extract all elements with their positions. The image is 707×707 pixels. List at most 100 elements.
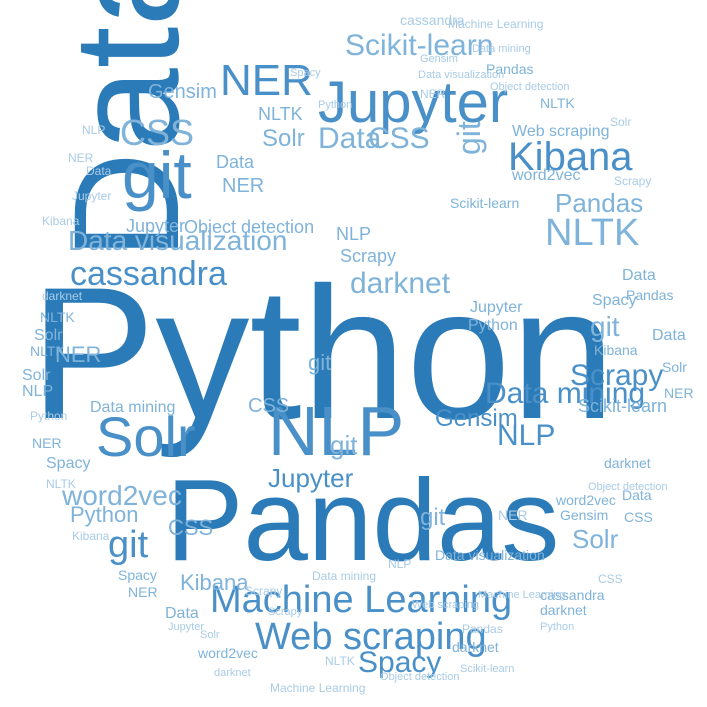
word-word2vec-bottom: word2vec (197, 645, 258, 661)
word-css-mid: CSS (368, 122, 430, 155)
word-spacy: Spacy (358, 646, 441, 679)
word-git-right: git (451, 121, 487, 155)
word-nlp-small: NLP (336, 224, 371, 244)
word-scrapy-right: Scrapy (614, 174, 651, 188)
word-spacy-top: Spacy (290, 67, 321, 79)
word-scikit-mid: Scikit-learn (450, 195, 519, 211)
word-python-top2: Python (318, 99, 352, 111)
word-web-scraping-bottom: Web scraping (412, 599, 479, 611)
word-kibana-left: Kibana (42, 214, 80, 228)
word-object-detection-top: Object detection (490, 81, 570, 93)
word-word2vec-mid: word2vec (511, 167, 580, 184)
word-scrapy-bottom: Scrapy (245, 584, 282, 598)
word-object-detection-right: Object detection (588, 481, 668, 493)
word-pandas-right: Pandas (626, 287, 673, 303)
word-web-scraping-mid: Web scraping (512, 123, 610, 140)
word-nltk-bottom: NLTK (325, 654, 355, 668)
word-kibana-right: Kibana (594, 342, 638, 358)
word-data-mining-top: Data mining (472, 43, 531, 55)
word-git: git (122, 138, 192, 212)
word-css-left: CSS (248, 395, 289, 417)
word-nltk-top: NLTK (258, 104, 303, 124)
word-jupyter-small: Jupyter (126, 216, 185, 236)
word-ner-left: NER (55, 342, 101, 367)
word-jupyter-bottom: Jupyter (168, 621, 204, 633)
word-git-mid: git (108, 524, 149, 566)
word-ner-left2: NER (32, 435, 62, 451)
word-cassandra: cassandra (70, 255, 227, 293)
word-data-visualization-top: Data visualization (418, 69, 504, 81)
word-ner-top2: NER (420, 87, 446, 101)
word-python-right-low: Python (540, 621, 574, 633)
word-python-left: Python (30, 409, 67, 423)
word-pandas-top: Pandas (486, 61, 533, 77)
word-pandas-bottom: Pandas (462, 622, 503, 636)
word-data-left-top: Data (86, 164, 112, 178)
word-git-center: git (308, 350, 331, 375)
word-data-large: Data (42, 0, 210, 260)
word-jupyter-left-top: Jupyter (72, 189, 111, 203)
word-ner-bottom-left: NER (128, 584, 158, 600)
word-css-bottom: CSS (168, 515, 213, 540)
word-web-scraping-large: Web scraping (255, 616, 487, 658)
word-object-detection: Object detection (184, 217, 314, 237)
word-scikit-bottom: Scikit-learn (460, 663, 514, 675)
word-scrapy-bottom2: Scrapy (268, 606, 303, 618)
word-jupyter-large: Jupyter (318, 70, 508, 135)
word-gensim-lower: Gensim (560, 507, 608, 523)
word-darknet: darknet (350, 267, 451, 300)
word-kibana-left2: Kibana (72, 529, 110, 543)
word-darknet-lower: darknet (540, 602, 587, 618)
word-nltk-left: NLTK (40, 309, 75, 325)
word-python-lower: Python (468, 317, 518, 334)
word-spacy-right: Spacy (592, 292, 636, 309)
word-pandas-mid: Pandas (555, 188, 643, 218)
word-python-mid: Python (70, 502, 139, 527)
word-solr-right-mid: Solr (662, 359, 687, 375)
word-css-right: CSS (624, 509, 653, 525)
word-darknet-left: darknet (42, 289, 83, 303)
word-data-small: Data (216, 152, 255, 172)
word-cassandra-top: cassandra (400, 12, 465, 28)
word-css-right-low: CSS (598, 572, 623, 586)
word-solr-left2: Solr (22, 367, 51, 384)
word-kibana: Kibana (508, 135, 633, 179)
word-nlp-left-top: NLP (82, 123, 105, 137)
word-nltk-right-top: NLTK (540, 95, 575, 111)
word-darknet-right: darknet (604, 455, 651, 471)
word-jupyter-mid: Jupyter (268, 463, 354, 493)
word-data-visualization: Data visualization (68, 225, 287, 256)
word-data-mining-bottom: Data mining (312, 569, 376, 583)
word-nlp-large: NLP (268, 392, 404, 470)
word-data-visualization-bottom: Data visualization (435, 547, 545, 563)
word-machine-learning-large: Machine Learning (210, 579, 512, 621)
word-python-large: Python (30, 248, 615, 458)
word-nlp-bottom: NLP (388, 557, 411, 571)
word-darknet-bottom: darknet (452, 639, 499, 655)
word-spacy-left: Spacy (46, 455, 90, 472)
word-data-mid: Data (318, 122, 382, 155)
word-data-right: Data (622, 267, 656, 284)
word-scikit-right: Scikit-learn (578, 396, 667, 416)
word-ner-bottom: NER (498, 507, 528, 523)
word-machine-learning-bottom2: Machine Learning (478, 589, 565, 601)
word-nltk-left2: NLTK (30, 343, 65, 359)
word-kibana-mid: Kibana (180, 570, 249, 595)
word-data-right-mid: Data (652, 327, 686, 344)
word-scikit-learn: Scikit-learn (345, 29, 493, 62)
word-nltk-left3: NLTK (46, 477, 76, 491)
word-solr-mid: Solr (572, 524, 619, 554)
word-git-lower2: git (420, 504, 446, 531)
word-solr-top: Solr (262, 125, 305, 152)
word-gensim: Gensim (435, 405, 518, 432)
word-ner-small: NER (222, 175, 264, 197)
word-scrapy: Scrapy (570, 359, 663, 392)
word-data-mining-left: Data mining (90, 399, 175, 416)
word-object-detection-bottom: Object detection (380, 671, 460, 683)
word-machine-learning-bottom: Machine Learning (270, 681, 365, 695)
word-word2vec: word2vec (61, 480, 182, 511)
word-solr: Solr (96, 405, 196, 468)
word-solr-right: Solr (610, 115, 631, 129)
